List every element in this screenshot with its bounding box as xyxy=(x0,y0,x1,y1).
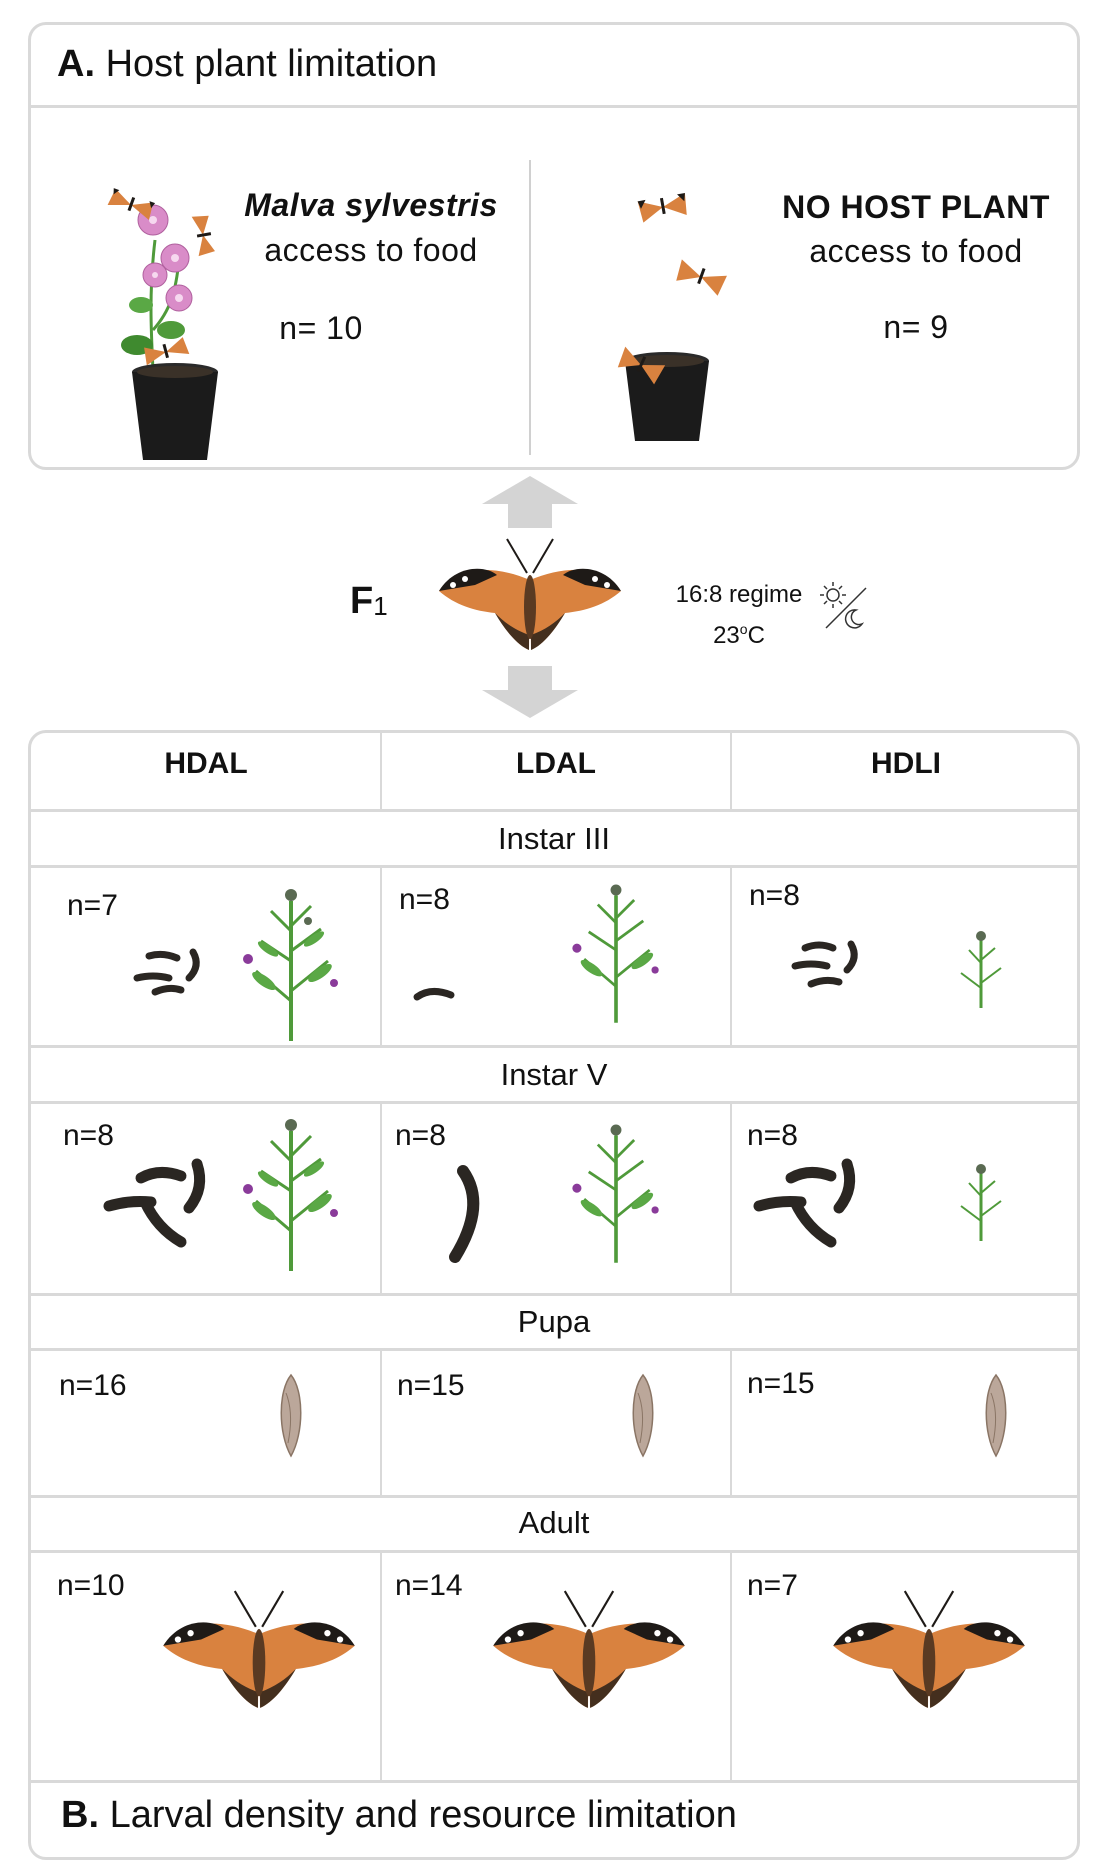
stage-label-instar-v: Instar V xyxy=(500,1057,608,1092)
panel-b-title-text: Larval density and resource limitation xyxy=(109,1794,737,1836)
temperature-degree: o xyxy=(739,621,748,637)
small-thistle-plant xyxy=(960,931,1002,1008)
panel-a-header: A. Host plant limitation xyxy=(31,25,1077,108)
empty-pot-illustration xyxy=(617,192,727,441)
large-thistle-plant xyxy=(572,884,659,1023)
n-hdal-pupa: n=16 xyxy=(59,1369,127,1402)
n-hdli-pupa: n=15 xyxy=(747,1367,815,1400)
up-arrow xyxy=(482,476,578,528)
grid-line xyxy=(380,1553,382,1780)
generation-label: F1 xyxy=(350,580,388,623)
grid-line xyxy=(380,1104,382,1293)
small-thistle-plant xyxy=(960,1164,1002,1241)
n-hdli-adult: n=7 xyxy=(747,1569,798,1602)
pupa-illustration xyxy=(985,1373,1007,1458)
malva-label: Malva sylvestris xyxy=(244,187,498,223)
grid-line xyxy=(31,1293,1077,1296)
grid-line xyxy=(380,733,382,809)
n-hdli-instar-iii: n=8 xyxy=(749,879,800,912)
single-small-larva xyxy=(413,988,455,1001)
small-butterfly xyxy=(676,259,727,296)
column-header-ldal: LDAL xyxy=(516,747,596,780)
column-header-hdal: HDAL xyxy=(164,747,248,780)
generation-letter: F xyxy=(350,580,374,622)
small-butterfly xyxy=(617,346,666,385)
grid-line xyxy=(380,1351,382,1495)
grid-line xyxy=(730,868,732,1045)
malva-n-label: n= 10 xyxy=(279,310,363,346)
grid-line xyxy=(730,1553,732,1780)
panel-a-title-text: Host plant limitation xyxy=(105,43,438,85)
n-ldal-instar-v: n=8 xyxy=(395,1119,446,1152)
small-butterfly xyxy=(637,192,687,223)
temperature: 23oC xyxy=(668,612,810,653)
adult-butterfly xyxy=(163,1590,355,1708)
panel-a-letter: A. xyxy=(57,43,95,85)
n-ldal-instar-iii: n=8 xyxy=(399,883,450,916)
f1-butterfly xyxy=(439,538,621,650)
down-arrow xyxy=(482,666,578,718)
grid-line xyxy=(730,733,732,809)
temperature-unit: C xyxy=(747,622,765,649)
grid-line xyxy=(730,1104,732,1293)
small-larvae-group xyxy=(791,940,858,988)
grid-line xyxy=(730,1351,732,1495)
panel-b-title: B. Larval density and resource limitatio… xyxy=(61,1794,737,1837)
panel-a-divider xyxy=(529,160,531,455)
n-hdal-instar-iii: n=7 xyxy=(67,889,118,922)
grid-line xyxy=(31,1495,1077,1498)
generation-subscript: 1 xyxy=(373,591,388,621)
small-butterfly xyxy=(107,188,156,221)
temperature-value: 23 xyxy=(713,622,740,649)
n-ldal-adult: n=14 xyxy=(395,1569,463,1602)
large-thistle-plant xyxy=(572,1124,659,1263)
pupa-illustration xyxy=(280,1373,302,1458)
no-host-food-label: access to food xyxy=(809,233,1023,269)
grid-line xyxy=(31,809,1077,812)
panel-b-letter: B. xyxy=(61,1794,99,1836)
grid-line xyxy=(31,1780,1077,1783)
large-larvae-group xyxy=(753,1158,856,1248)
conditions-text: 16:8 regime 23oC xyxy=(668,578,810,653)
adult-butterfly xyxy=(833,1590,1025,1708)
malva-food-label: access to food xyxy=(264,232,478,268)
stage-label-adult: Adult xyxy=(518,1505,590,1540)
panel-a-title: A. Host plant limitation xyxy=(57,43,437,86)
grid-line xyxy=(380,868,382,1045)
single-large-larva xyxy=(449,1165,480,1263)
large-larvae-group xyxy=(103,1158,206,1248)
no-host-n-label: n= 9 xyxy=(883,309,949,345)
n-hdal-adult: n=10 xyxy=(57,1569,125,1602)
photoperiod-regime: 16:8 regime xyxy=(675,581,803,608)
stage-label-instar-iii: Instar III xyxy=(498,821,610,856)
large-thistle-plant xyxy=(243,1119,338,1271)
grid-line xyxy=(31,1045,1077,1048)
grid-line xyxy=(31,1550,1077,1553)
n-hdal-instar-v: n=8 xyxy=(63,1119,114,1152)
large-thistle-plant xyxy=(243,889,338,1041)
n-ldal-pupa: n=15 xyxy=(397,1369,465,1402)
adult-butterfly xyxy=(493,1590,685,1708)
grid-line xyxy=(31,865,1077,868)
column-header-hdli: HDLI xyxy=(871,747,941,780)
stage-label-pupa: Pupa xyxy=(517,1304,591,1339)
mallow-plant-pot-illustration xyxy=(107,188,218,460)
small-larvae-group xyxy=(133,948,200,996)
n-hdli-instar-v: n=8 xyxy=(747,1119,798,1152)
no-host-plant-label: NO HOST PLANT xyxy=(782,189,1050,225)
sun-moon-icon xyxy=(820,582,867,629)
panel-a: A. Host plant limitation xyxy=(28,22,1080,470)
panel-b: HDAL LDAL HDLI Instar III Instar V Pupa … xyxy=(28,730,1080,1860)
grid-line xyxy=(31,1348,1077,1351)
small-butterfly xyxy=(191,215,215,257)
grid-line xyxy=(31,1101,1077,1104)
small-butterfly xyxy=(144,337,190,366)
pupa-illustration xyxy=(632,1373,654,1458)
